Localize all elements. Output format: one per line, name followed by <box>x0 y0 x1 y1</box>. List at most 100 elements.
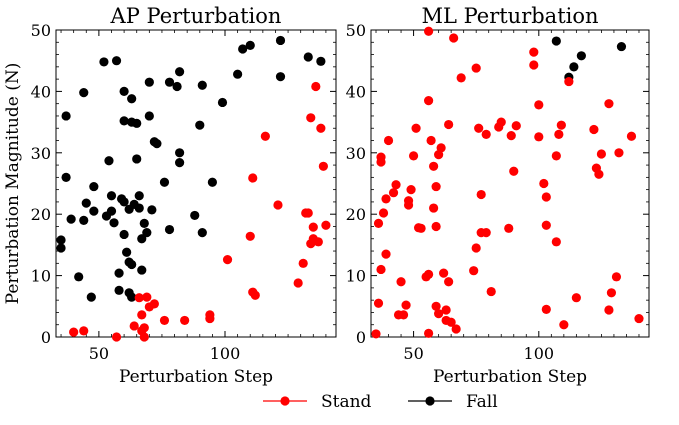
data-point-stand <box>471 243 481 253</box>
data-point-stand <box>571 293 581 303</box>
data-point-stand <box>424 269 434 279</box>
data-point-stand <box>142 292 152 302</box>
data-point-fall <box>233 69 243 79</box>
data-point-fall <box>81 198 91 208</box>
data-point-stand <box>511 121 521 131</box>
data-point-stand <box>273 200 283 210</box>
data-point-stand <box>303 208 313 218</box>
series-stand <box>371 26 644 339</box>
data-point-fall <box>127 94 137 104</box>
data-point-stand <box>311 81 321 92</box>
data-point-stand <box>474 123 484 133</box>
data-point-stand <box>318 161 328 171</box>
data-point-stand <box>416 223 426 233</box>
data-point-fall <box>99 57 109 67</box>
data-point-stand <box>481 129 491 139</box>
data-point-stand <box>111 332 122 342</box>
data-point-fall <box>275 72 286 82</box>
data-point-fall <box>132 118 142 128</box>
data-point-stand <box>469 266 479 276</box>
panel-ap-perturbation: 50 100 0 10 20 30 40 50 AP Perturbation Perturbat… <box>3 4 337 387</box>
data-point-stand <box>376 157 386 167</box>
data-point-fall <box>152 138 162 149</box>
data-point-stand <box>316 123 326 133</box>
data-point-stand <box>604 305 614 315</box>
data-point-fall <box>119 116 129 126</box>
data-point-stand <box>139 323 149 333</box>
data-point-fall <box>132 154 142 164</box>
data-point-fall <box>175 67 185 77</box>
data-point-stand <box>376 264 386 275</box>
data-point-fall <box>197 80 207 90</box>
data-point-stand <box>564 76 574 87</box>
data-point-fall <box>616 41 627 52</box>
data-point-fall <box>61 111 71 121</box>
data-point-stand <box>293 278 303 288</box>
y-tick-label: 10 <box>31 267 51 286</box>
data-point-stand <box>541 192 551 202</box>
data-point-fall <box>66 214 76 224</box>
y-tick-label: 10 <box>346 267 366 286</box>
data-point-stand <box>403 196 414 206</box>
data-point-stand <box>496 117 506 127</box>
data-point-fall <box>275 35 286 46</box>
data-point-fall <box>119 197 129 207</box>
data-point-stand <box>594 169 604 179</box>
data-point-stand <box>534 100 544 110</box>
data-point-fall <box>144 77 154 87</box>
data-point-stand <box>248 173 258 183</box>
y-tick-label: 50 <box>346 21 366 40</box>
data-point-stand <box>541 304 551 314</box>
data-point-stand <box>431 181 441 192</box>
series-stand <box>69 81 331 342</box>
x-axis-label: Perturbation Step <box>119 367 273 387</box>
data-point-stand <box>604 99 614 109</box>
data-point-fall <box>172 81 182 92</box>
data-point-stand <box>551 237 561 247</box>
data-point-stand <box>614 148 624 158</box>
data-point-fall <box>175 148 185 158</box>
legend-item-stand: Stand <box>263 392 372 412</box>
data-point-stand <box>321 220 331 230</box>
data-point-stand <box>401 300 411 310</box>
data-point-fall <box>79 88 89 98</box>
data-point-stand <box>439 268 449 278</box>
data-point-stand <box>551 151 561 161</box>
data-point-stand <box>556 120 566 130</box>
series-fall <box>56 35 326 302</box>
data-point-stand <box>205 310 215 320</box>
x-tick-label: 100 <box>210 344 241 363</box>
data-point-stand <box>180 315 190 326</box>
data-point-stand <box>383 135 394 146</box>
legend-label: Fall <box>466 392 498 412</box>
legend-marker <box>280 396 290 406</box>
data-point-fall <box>137 265 147 275</box>
data-point-fall <box>569 62 579 72</box>
data-point-stand <box>434 309 444 319</box>
data-point-stand <box>260 131 270 141</box>
data-point-fall <box>164 224 175 235</box>
data-point-fall <box>61 172 71 182</box>
data-point-fall <box>238 44 248 54</box>
data-point-stand <box>79 326 89 336</box>
data-point-stand <box>446 317 456 327</box>
data-point-stand <box>298 258 308 268</box>
chart-title: ML Perturbation <box>421 4 598 28</box>
data-point-stand <box>541 220 551 230</box>
data-point-stand <box>139 332 149 342</box>
data-point-fall <box>139 218 149 229</box>
data-point-fall <box>134 191 144 201</box>
data-point-stand <box>129 321 139 331</box>
x-tick-label: 50 <box>89 344 109 363</box>
y-tick-label: 20 <box>31 205 51 224</box>
data-point-fall <box>109 218 119 228</box>
data-point-stand <box>449 33 459 43</box>
data-point-stand <box>308 222 318 232</box>
legend-marker <box>425 396 435 406</box>
data-point-stand <box>471 63 481 73</box>
legend: Stand Fall <box>263 392 498 412</box>
data-point-fall <box>159 177 170 187</box>
data-point-stand <box>476 189 486 200</box>
data-point-fall <box>245 40 255 50</box>
